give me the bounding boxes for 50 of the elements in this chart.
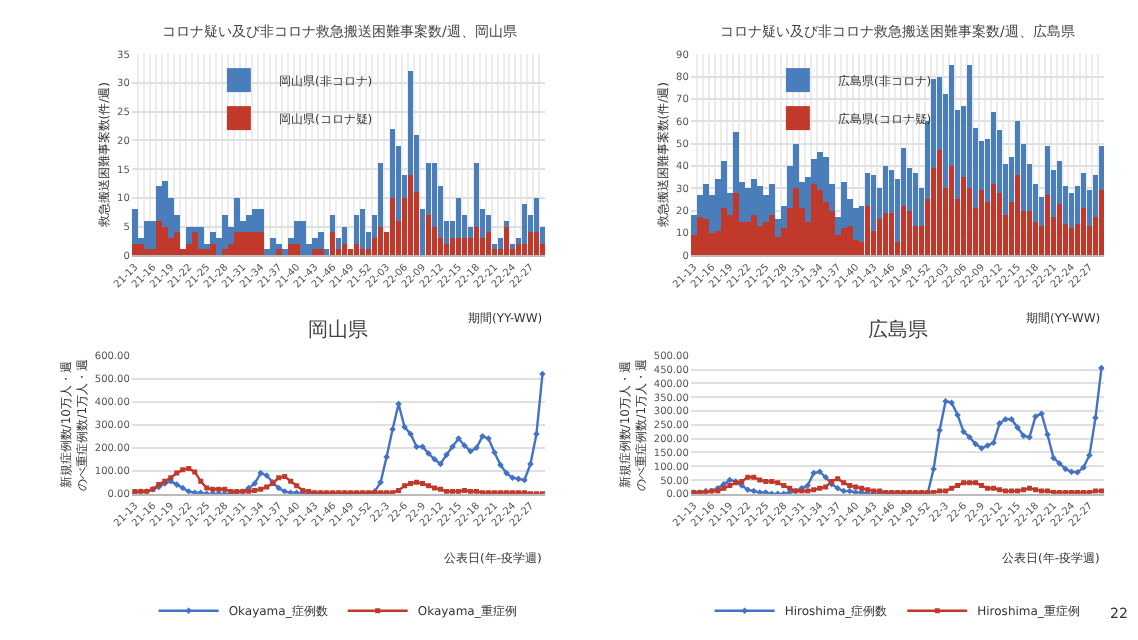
bar: [161, 226, 168, 256]
bar: [792, 188, 799, 256]
bar: [131, 243, 138, 256]
chart-title: 岡山県: [308, 318, 368, 342]
bar: [317, 232, 324, 250]
bar: [768, 183, 775, 215]
bar: [732, 192, 739, 256]
bar: [143, 249, 150, 256]
bar: [810, 183, 817, 256]
bar: [299, 220, 306, 256]
chart-title: 広島県: [868, 318, 928, 342]
bar: [696, 217, 703, 256]
bar: [756, 185, 763, 227]
bar: [155, 186, 162, 221]
bar: [828, 210, 835, 256]
bar: [257, 232, 264, 256]
bar: [233, 232, 240, 256]
bar: [257, 209, 264, 233]
bar: [840, 228, 847, 256]
bar: [275, 249, 282, 256]
bar: [197, 226, 204, 250]
bar: [702, 219, 709, 256]
bar: [317, 249, 324, 256]
bar: [221, 249, 228, 256]
bar: [173, 232, 180, 256]
bar: [720, 208, 727, 256]
bar: [281, 249, 288, 256]
bar: [149, 220, 156, 250]
bar: [311, 237, 318, 250]
bar: [503, 220, 510, 227]
bar: [269, 237, 276, 256]
bar: [347, 249, 354, 256]
bar: [293, 243, 300, 256]
bar: [185, 226, 192, 244]
bar: [191, 232, 198, 256]
bar: [311, 249, 318, 256]
bar: [275, 243, 282, 250]
bar: [323, 249, 330, 256]
bar: [287, 243, 294, 256]
bar: [203, 249, 210, 256]
bar: [846, 226, 853, 256]
bar: [131, 209, 138, 244]
bar: [143, 220, 150, 250]
bar: [245, 215, 252, 233]
bar: [768, 215, 775, 256]
bar: [209, 243, 216, 256]
bar: [840, 181, 847, 229]
bar: [221, 215, 228, 250]
bar: [359, 249, 366, 256]
bar: [155, 220, 162, 256]
